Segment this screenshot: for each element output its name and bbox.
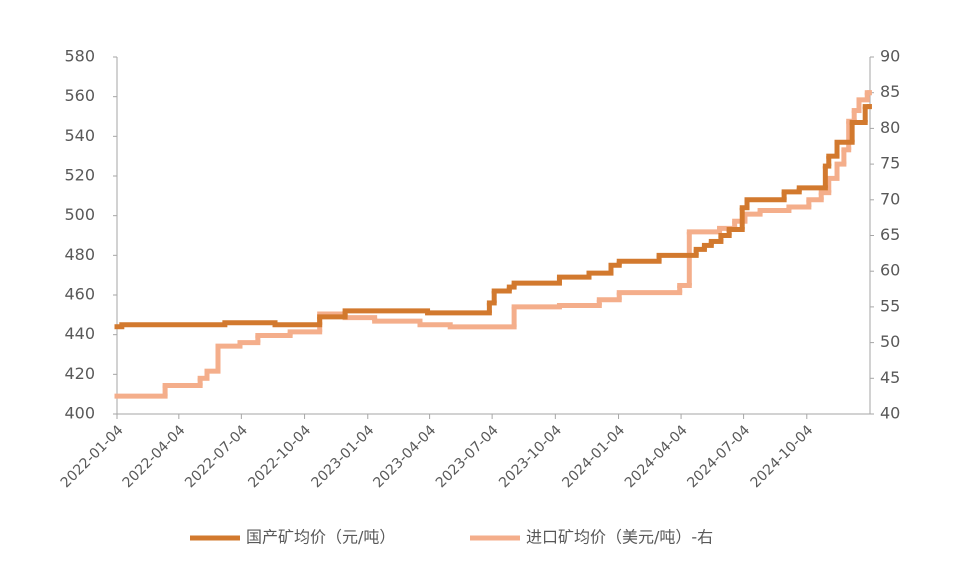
y2-tick-label: 55 (880, 296, 900, 315)
x-tick-label: 2023-04-04 (370, 422, 439, 491)
y2-tick-label: 65 (880, 225, 900, 244)
y-tick-label: 540 (64, 126, 95, 145)
y-tick-label: 420 (64, 364, 95, 383)
y-tick-label: 500 (64, 205, 95, 224)
x-tick-label: 2024-10-04 (748, 422, 817, 491)
x-tick-label: 2024-07-04 (684, 422, 753, 491)
y2-tick-label: 85 (880, 82, 900, 101)
y2-tick-label: 40 (880, 404, 900, 423)
y2-tick-label: 70 (880, 189, 900, 208)
y2-tick-label: 50 (880, 332, 900, 351)
series-line (114, 104, 872, 330)
y2-tick-label: 90 (880, 47, 900, 66)
y-tick-label: 520 (64, 166, 95, 185)
legend-label: 国产矿均价（元/吨） (246, 528, 395, 547)
x-tick-label: 2024-01-04 (559, 422, 628, 491)
y2-tick-label: 75 (880, 154, 900, 173)
x-tick-label: 2023-10-04 (496, 422, 565, 491)
y2-tick-label: 80 (880, 118, 900, 137)
y-tick-label: 480 (64, 245, 95, 264)
y2-tick-label: 60 (880, 261, 900, 280)
x-tick-label: 2022-04-04 (120, 422, 189, 491)
x-tick-label: 2022-01-04 (58, 422, 127, 491)
series-line (114, 90, 872, 399)
x-tick-label: 2022-07-04 (182, 422, 251, 491)
y-tick-label: 560 (64, 86, 95, 105)
y-tick-label: 440 (64, 324, 95, 343)
y-tick-label: 400 (64, 404, 95, 423)
y-tick-label: 580 (64, 47, 95, 66)
y-tick-label: 460 (64, 285, 95, 304)
y2-tick-label: 45 (880, 368, 900, 387)
x-tick-label: 2023-07-04 (433, 422, 502, 491)
x-tick-label: 2022-10-04 (245, 422, 314, 491)
legend-label: 进口矿均价（美元/吨）-右 (526, 528, 713, 547)
x-tick-label: 2023-01-04 (309, 422, 378, 491)
x-tick-label: 2024-04-04 (622, 422, 691, 491)
